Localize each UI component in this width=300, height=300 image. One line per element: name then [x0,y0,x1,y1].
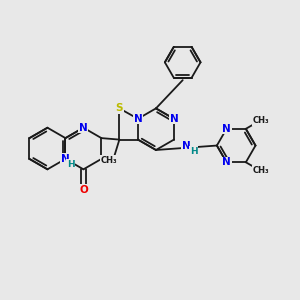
Text: N: N [182,141,191,151]
Text: H: H [190,147,198,156]
Text: O: O [79,184,88,194]
Text: N: N [134,114,142,124]
Text: H: H [67,160,75,169]
Text: N: N [79,123,88,133]
Text: CH₃: CH₃ [252,166,269,175]
Text: CH₃: CH₃ [101,156,117,165]
Text: N: N [222,157,231,167]
Text: N: N [169,114,178,124]
Text: N: N [61,154,70,164]
Text: S: S [116,103,123,113]
Text: CH₃: CH₃ [252,116,269,125]
Text: N: N [134,114,142,124]
Text: N: N [222,124,231,134]
